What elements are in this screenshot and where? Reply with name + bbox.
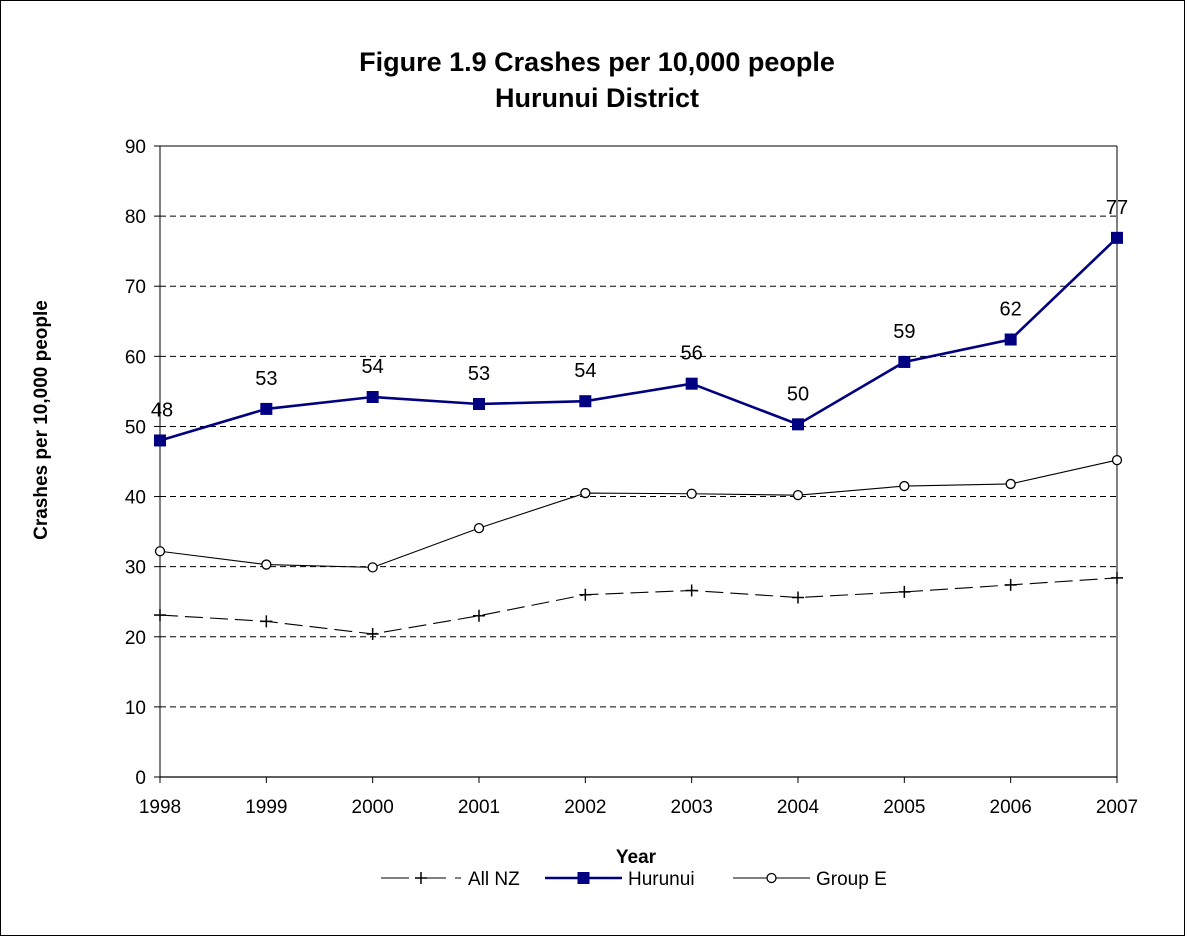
data-point-all-nz: [898, 585, 911, 598]
x-tick-label: 2007: [1096, 797, 1138, 818]
legend-marker-all-nz: [415, 872, 427, 884]
legend-label-group-e: Group E: [816, 869, 887, 890]
data-point-group-e: [1111, 454, 1123, 466]
series-line-group-e: [159, 459, 1118, 568]
data-point-group-e: [686, 488, 697, 499]
x-tick-label: 1999: [245, 797, 287, 818]
y-tick-label: 90: [125, 137, 146, 158]
data-point-group-e: [261, 559, 272, 570]
data-point-hurunui: [579, 395, 592, 408]
x-tick-label: 2006: [990, 797, 1032, 818]
data-point-all-nz: [473, 609, 485, 622]
data-point-group-e: [899, 480, 910, 492]
chart-subtitle: Hurunui District: [495, 83, 699, 113]
legend-marker-group-e: [766, 872, 777, 884]
data-point-all-nz: [260, 615, 273, 628]
series-group-e: [154, 454, 1123, 573]
y-tick-label: 40: [125, 488, 146, 509]
data-label-hurunui: 54: [362, 356, 384, 378]
data-point-hurunui: [154, 434, 166, 447]
data-point-all-nz: [366, 627, 379, 640]
x-tick-label: 1998: [139, 797, 181, 818]
legend: All NZ Hurunui Group E: [381, 869, 887, 890]
data-point-hurunui: [260, 402, 273, 415]
data-point-all-nz: [154, 609, 166, 622]
data-point-group-e: [1005, 478, 1016, 490]
data-label-hurunui: 77: [1106, 197, 1128, 219]
data-point-hurunui: [792, 418, 804, 431]
y-axis-title: Crashes per 10,000 people: [31, 300, 52, 540]
data-point-all-nz: [685, 584, 698, 597]
data-point-group-e: [580, 487, 591, 499]
data-label-hurunui: 53: [468, 363, 490, 385]
data-point-group-e: [792, 490, 804, 501]
legend-item-all-nz: All NZ: [381, 869, 520, 890]
data-label-hurunui: 54: [574, 360, 596, 382]
legend-item-hurunui: Hurunui: [545, 869, 695, 890]
gridlines: [160, 145, 1117, 708]
x-axis-ticks: 1998 1999 2000 2001 2002 2003 2004 2005 2006 2007: [139, 777, 1138, 818]
legend-item-group-e: Group E: [733, 869, 887, 890]
data-label-hurunui: 56: [681, 343, 703, 365]
x-axis-title: Year: [616, 847, 657, 868]
data-point-hurunui: [1111, 231, 1123, 244]
data-label-hurunui: 59: [893, 321, 915, 343]
data-label-hurunui: 62: [1000, 299, 1022, 321]
series-all-nz: [154, 571, 1123, 640]
x-tick-label: 2000: [352, 797, 394, 818]
y-tick-label: 50: [125, 417, 146, 438]
data-point-hurunui: [1004, 333, 1017, 346]
y-tick-label: 70: [125, 277, 146, 298]
data-point-group-e: [473, 522, 485, 534]
series-line-hurunui: [159, 236, 1118, 442]
data-point-all-nz: [1004, 578, 1017, 591]
x-tick-label: 2002: [564, 797, 606, 818]
data-label-hurunui: 50: [787, 383, 809, 405]
y-axis-ticks: 0 10 20 30 40 50 60 70 80 90: [125, 137, 160, 789]
chart-title: Figure 1.9 Crashes per 10,000 people: [359, 47, 835, 77]
y-tick-label: 0: [135, 768, 146, 789]
series-group: 48 53 54 53 54 56 50 59 62 77: [151, 197, 1128, 640]
data-label-hurunui: 53: [255, 368, 277, 390]
data-point-group-e: [154, 546, 166, 557]
legend-label-all-nz: All NZ: [468, 869, 520, 890]
axes: [159, 145, 1118, 778]
data-point-group-e: [367, 562, 378, 573]
x-tick-label: 2001: [458, 797, 500, 818]
x-tick-label: 2003: [671, 797, 713, 818]
x-tick-label: 2005: [883, 797, 925, 818]
data-point-hurunui: [366, 390, 379, 403]
data-point-hurunui: [473, 398, 485, 411]
series-line-all-nz: [159, 577, 1118, 635]
series-hurunui: 48 53 54 53 54 56 50 59 62 77: [151, 197, 1128, 447]
data-point-all-nz: [579, 588, 592, 601]
legend-marker-hurunui: [577, 872, 590, 884]
y-tick-label: 10: [125, 698, 146, 719]
data-point-all-nz: [792, 591, 804, 604]
data-point-hurunui: [685, 377, 698, 390]
data-point-all-nz: [1111, 571, 1123, 584]
y-tick-label: 20: [125, 628, 146, 649]
y-tick-label: 60: [125, 347, 146, 368]
data-label-hurunui: 48: [151, 399, 173, 421]
x-tick-label: 2004: [777, 797, 820, 818]
legend-label-hurunui: Hurunui: [628, 869, 695, 890]
data-point-hurunui: [898, 355, 911, 368]
y-tick-label: 80: [125, 207, 146, 228]
y-tick-label: 30: [125, 558, 146, 579]
